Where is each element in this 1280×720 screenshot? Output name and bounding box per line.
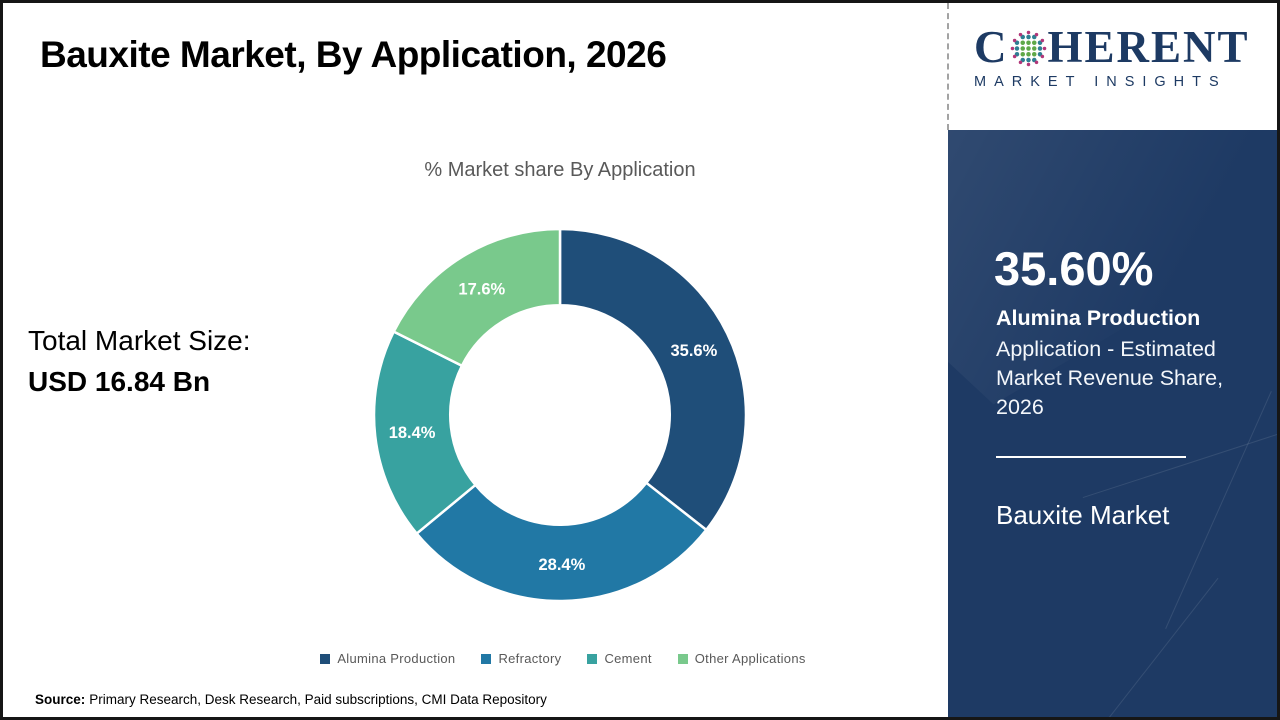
page-title: Bauxite Market, By Application, 2026 [40,34,667,75]
legend-swatch [481,653,492,664]
sidebar-map-line [1082,422,1277,499]
globe-dot [1019,51,1025,57]
legend-swatch [677,653,688,664]
globe-dot [1037,46,1042,51]
source-line: Source: Primary Research, Desk Research, … [35,692,547,707]
logo-subtitle: MARKET INSIGHTS [974,74,1227,90]
total-market-size: Total Market Size: USD 16.84 Bn [28,325,251,398]
globe-dot [1042,46,1046,51]
logo-prefix: C [974,22,1009,72]
globe-dot [1012,38,1016,43]
sidebar-map-line [1165,391,1272,629]
globe-dot [1040,38,1044,43]
globe-dot [1019,40,1025,46]
donut-slice-other-applications [392,227,562,368]
legend-swatch [587,653,598,664]
source-label: Source: [35,692,86,707]
sidebar: 35.60% Alumina Production Application - … [948,130,1277,717]
slice-label: 28.4% [539,556,586,574]
globe-dot [1040,54,1044,59]
source-text: Primary Research, Desk Research, Paid su… [89,692,547,707]
legend-item: Other Applications [677,651,806,666]
legend-item: Alumina Production [320,651,455,666]
sidebar-stat-title: Alumina Production [996,306,1201,330]
donut-slice-alumina-production [558,227,748,532]
brand-logo: C HERENT MARKET INSIGHTS [950,3,1277,130]
sidebar-market-name: Bauxite Market [996,500,1170,530]
slice-label: 35.6% [671,342,718,360]
globe-dot [1026,30,1030,35]
globe-dot [1018,60,1022,65]
globe-dot [1019,46,1025,51]
donut-chart: 35.6% 28.4% 18.4% 17.6% [360,215,760,615]
globe-dot [1031,46,1037,51]
globe-dot [1025,34,1031,40]
logo-suffix: HERENT [1047,22,1250,72]
sidebar-stat-description: Application - Estimated Market Revenue S… [996,337,1224,419]
legend-swatch [320,653,331,664]
globe-dot [1026,62,1030,67]
legend-label: Cement [604,651,652,666]
legend-label: Refractory [498,651,562,666]
globe-dot [1034,32,1038,37]
globe-dot [1031,51,1037,57]
globe-dot [1010,46,1014,51]
slice-label: 17.6% [458,280,505,298]
legend-item: Refractory [481,651,561,666]
sidebar-map-line [1094,577,1219,717]
content-divider-dashed [947,3,949,130]
donut-chart-svg: 35.6% 28.4% 18.4% 17.6% [372,227,748,603]
donut-slice-refractory [415,481,708,603]
chart-title: % Market share By Application [424,159,696,181]
legend-item: Cement [587,651,651,666]
legend-label: Other Applications [694,651,806,666]
globe-dot [1025,57,1031,63]
total-market-size-value: USD 16.84 Bn [28,366,211,397]
globe-dot [1025,51,1031,57]
slice-label: 18.4% [389,424,436,442]
globe-dot [1018,32,1022,37]
coherent-globe-icon [1010,30,1046,67]
globe-dot [1025,46,1031,51]
legend-label: Alumina Production [337,651,456,666]
globe-dot [1034,60,1038,65]
logo-wordmark: C HERENT [974,25,1277,70]
sidebar-divider [996,456,1186,458]
globe-dot [1031,40,1037,46]
globe-dot [1025,40,1031,46]
chart-legend: Alumina Production Refractory Cement Other … [163,651,963,666]
globe-dot [1014,46,1019,51]
sidebar-stat-value: 35.60% [994,242,1154,295]
globe-dot [1012,54,1016,59]
total-market-size-label: Total Market Size: [28,325,251,356]
